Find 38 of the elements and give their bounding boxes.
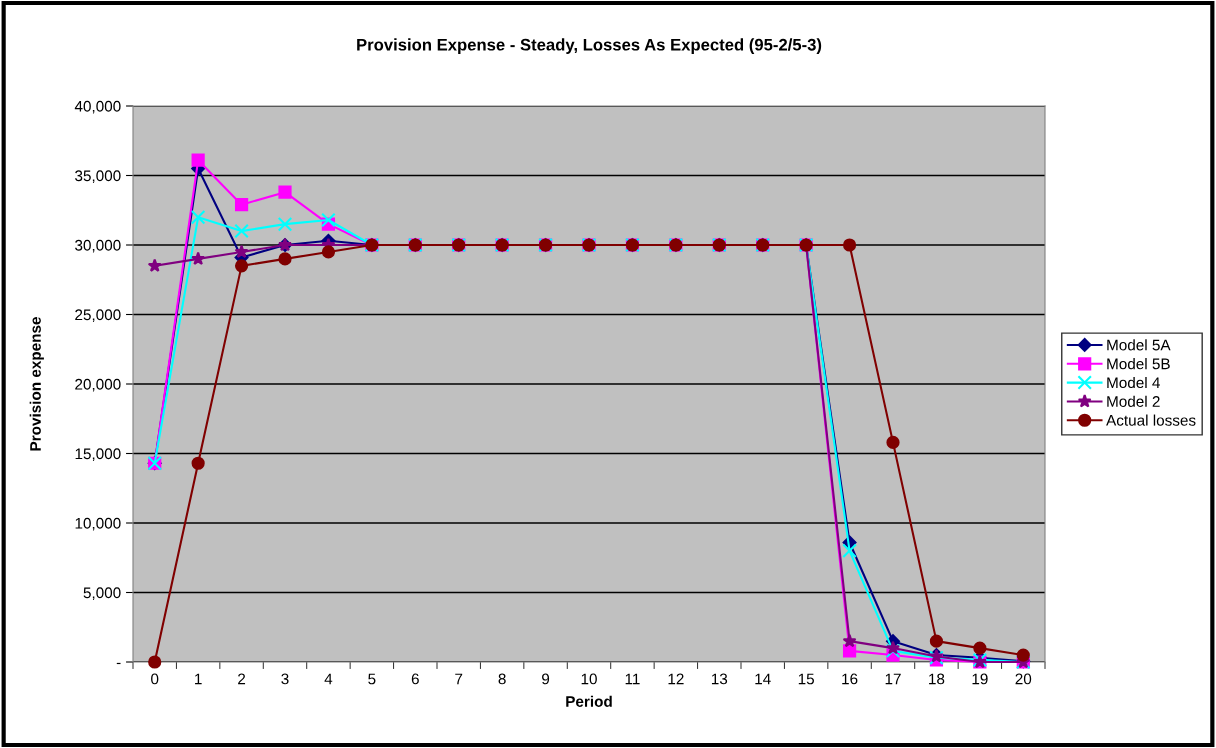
legend-label: Actual losses [1106, 414, 1196, 426]
legend-label: Model 5B [1107, 358, 1170, 370]
x-tick-label: 1 [195, 673, 202, 685]
x-tick-label: 2 [238, 673, 246, 685]
x-tick-label: 6 [411, 673, 419, 685]
x-tick-label: 15 [798, 673, 814, 685]
x-tick-label: 19 [972, 673, 988, 685]
y-tick-label: 30,000 [75, 239, 121, 253]
x-tick-label: 0 [151, 673, 159, 685]
x-tick-label: 7 [455, 673, 463, 685]
x-tick-label: 8 [498, 673, 506, 685]
legend-label: Model 2 [1107, 395, 1160, 407]
x-tick-label: 13 [711, 673, 728, 685]
y-axis-title: Provision expense [29, 317, 44, 451]
y-tick-label: 10,000 [75, 517, 121, 531]
x-tick-label: 9 [542, 673, 550, 685]
x-tick-label: 10 [581, 673, 597, 685]
x-tick-label: 4 [324, 673, 333, 685]
x-tick-label: 18 [929, 673, 945, 685]
x-tick-label: 20 [1015, 673, 1032, 685]
y-tick-label: 20,000 [75, 378, 121, 392]
x-tick-label: 17 [885, 673, 901, 685]
y-tick-label: 15,000 [75, 448, 121, 461]
x-tick-label: 3 [281, 673, 289, 685]
y-tick-label: - [116, 662, 121, 665]
x-tick-label: 16 [842, 673, 858, 685]
chart-title: Provision Expense - Steady, Losses As Expected (95-2/5-3) [357, 38, 822, 54]
x-tick-label: 14 [755, 673, 771, 685]
y-tick-label: 35,000 [75, 170, 121, 183]
y-tick-label: 40,000 [74, 100, 121, 114]
y-tick-label: 25,000 [75, 309, 121, 322]
x-axis-title: Period [566, 695, 612, 707]
legend-label: Model 4 [1107, 376, 1160, 389]
x-tick-label: 5 [368, 673, 376, 685]
x-tick-label: 11 [625, 673, 640, 685]
x-tick-label: 12 [668, 673, 684, 685]
legend-label: Model 5A [1107, 339, 1171, 351]
y-tick-label: 5,000 [83, 587, 121, 600]
